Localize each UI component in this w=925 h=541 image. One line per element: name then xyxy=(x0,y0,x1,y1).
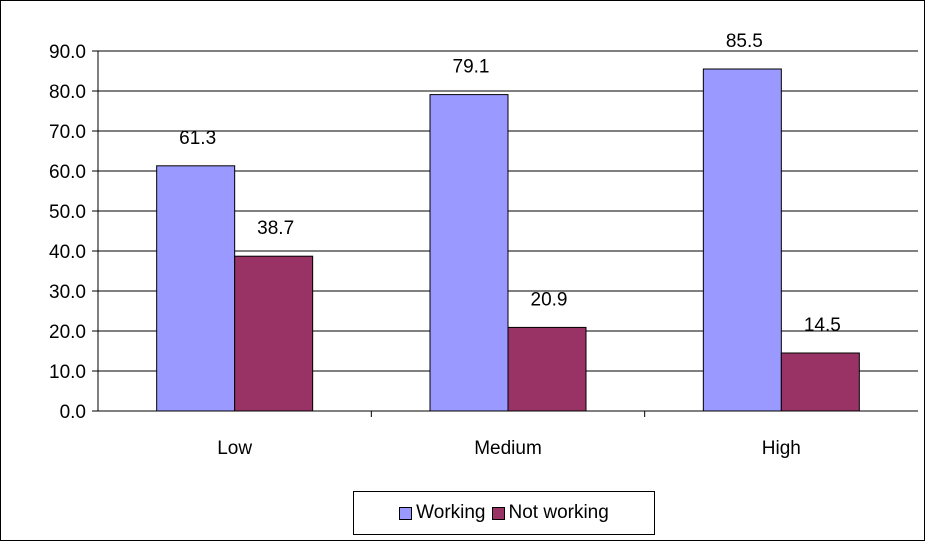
data-labels: 61.3 38.7 79.1 20.9 85.5 14.5 xyxy=(179,31,841,336)
y-tick-label: 80.0 xyxy=(49,82,86,103)
y-tick-label: 60.0 xyxy=(49,162,86,183)
y-axis-ticks: 0.0 10.0 20.0 30.0 40.0 50.0 60.0 70.0 80.0 90.0 xyxy=(49,42,98,423)
bars xyxy=(156,68,860,412)
bar-not-working-medium xyxy=(507,326,587,412)
legend-swatch-working xyxy=(399,506,413,520)
legend-label-working: Working xyxy=(416,502,486,523)
bar-not-working-high xyxy=(780,352,860,412)
legend: Working Not working xyxy=(353,491,655,535)
bar-working-medium xyxy=(429,94,509,412)
data-label: 85.5 xyxy=(726,31,763,52)
legend-swatch-not-working xyxy=(491,506,505,520)
data-label: 20.9 xyxy=(531,289,568,310)
bar-not-working-low xyxy=(234,255,314,412)
category-labels: Low Medium High xyxy=(217,438,801,459)
y-tick-label: 30.0 xyxy=(49,282,86,303)
legend-item-working: Working xyxy=(399,502,486,524)
y-tick-label: 90.0 xyxy=(49,42,86,63)
y-tick-label: 40.0 xyxy=(49,242,86,263)
legend-item-not-working: Not working xyxy=(491,502,609,524)
data-label: 79.1 xyxy=(453,57,490,78)
data-label: 14.5 xyxy=(804,315,841,336)
data-label: 38.7 xyxy=(257,218,294,239)
x-category-label: Low xyxy=(217,438,252,459)
legend-label-not-working: Not working xyxy=(508,502,609,523)
y-tick-label: 20.0 xyxy=(49,322,86,343)
bar-working-high xyxy=(702,68,782,412)
x-category-label: Medium xyxy=(474,438,542,459)
axes xyxy=(97,51,918,417)
bar-working-low xyxy=(156,165,236,412)
data-label: 61.3 xyxy=(179,128,216,149)
x-category-label: High xyxy=(762,438,801,459)
y-tick-label: 70.0 xyxy=(49,122,86,143)
y-tick-label: 0.0 xyxy=(60,402,86,423)
y-tick-label: 10.0 xyxy=(49,362,86,383)
y-tick-label: 50.0 xyxy=(49,202,86,223)
